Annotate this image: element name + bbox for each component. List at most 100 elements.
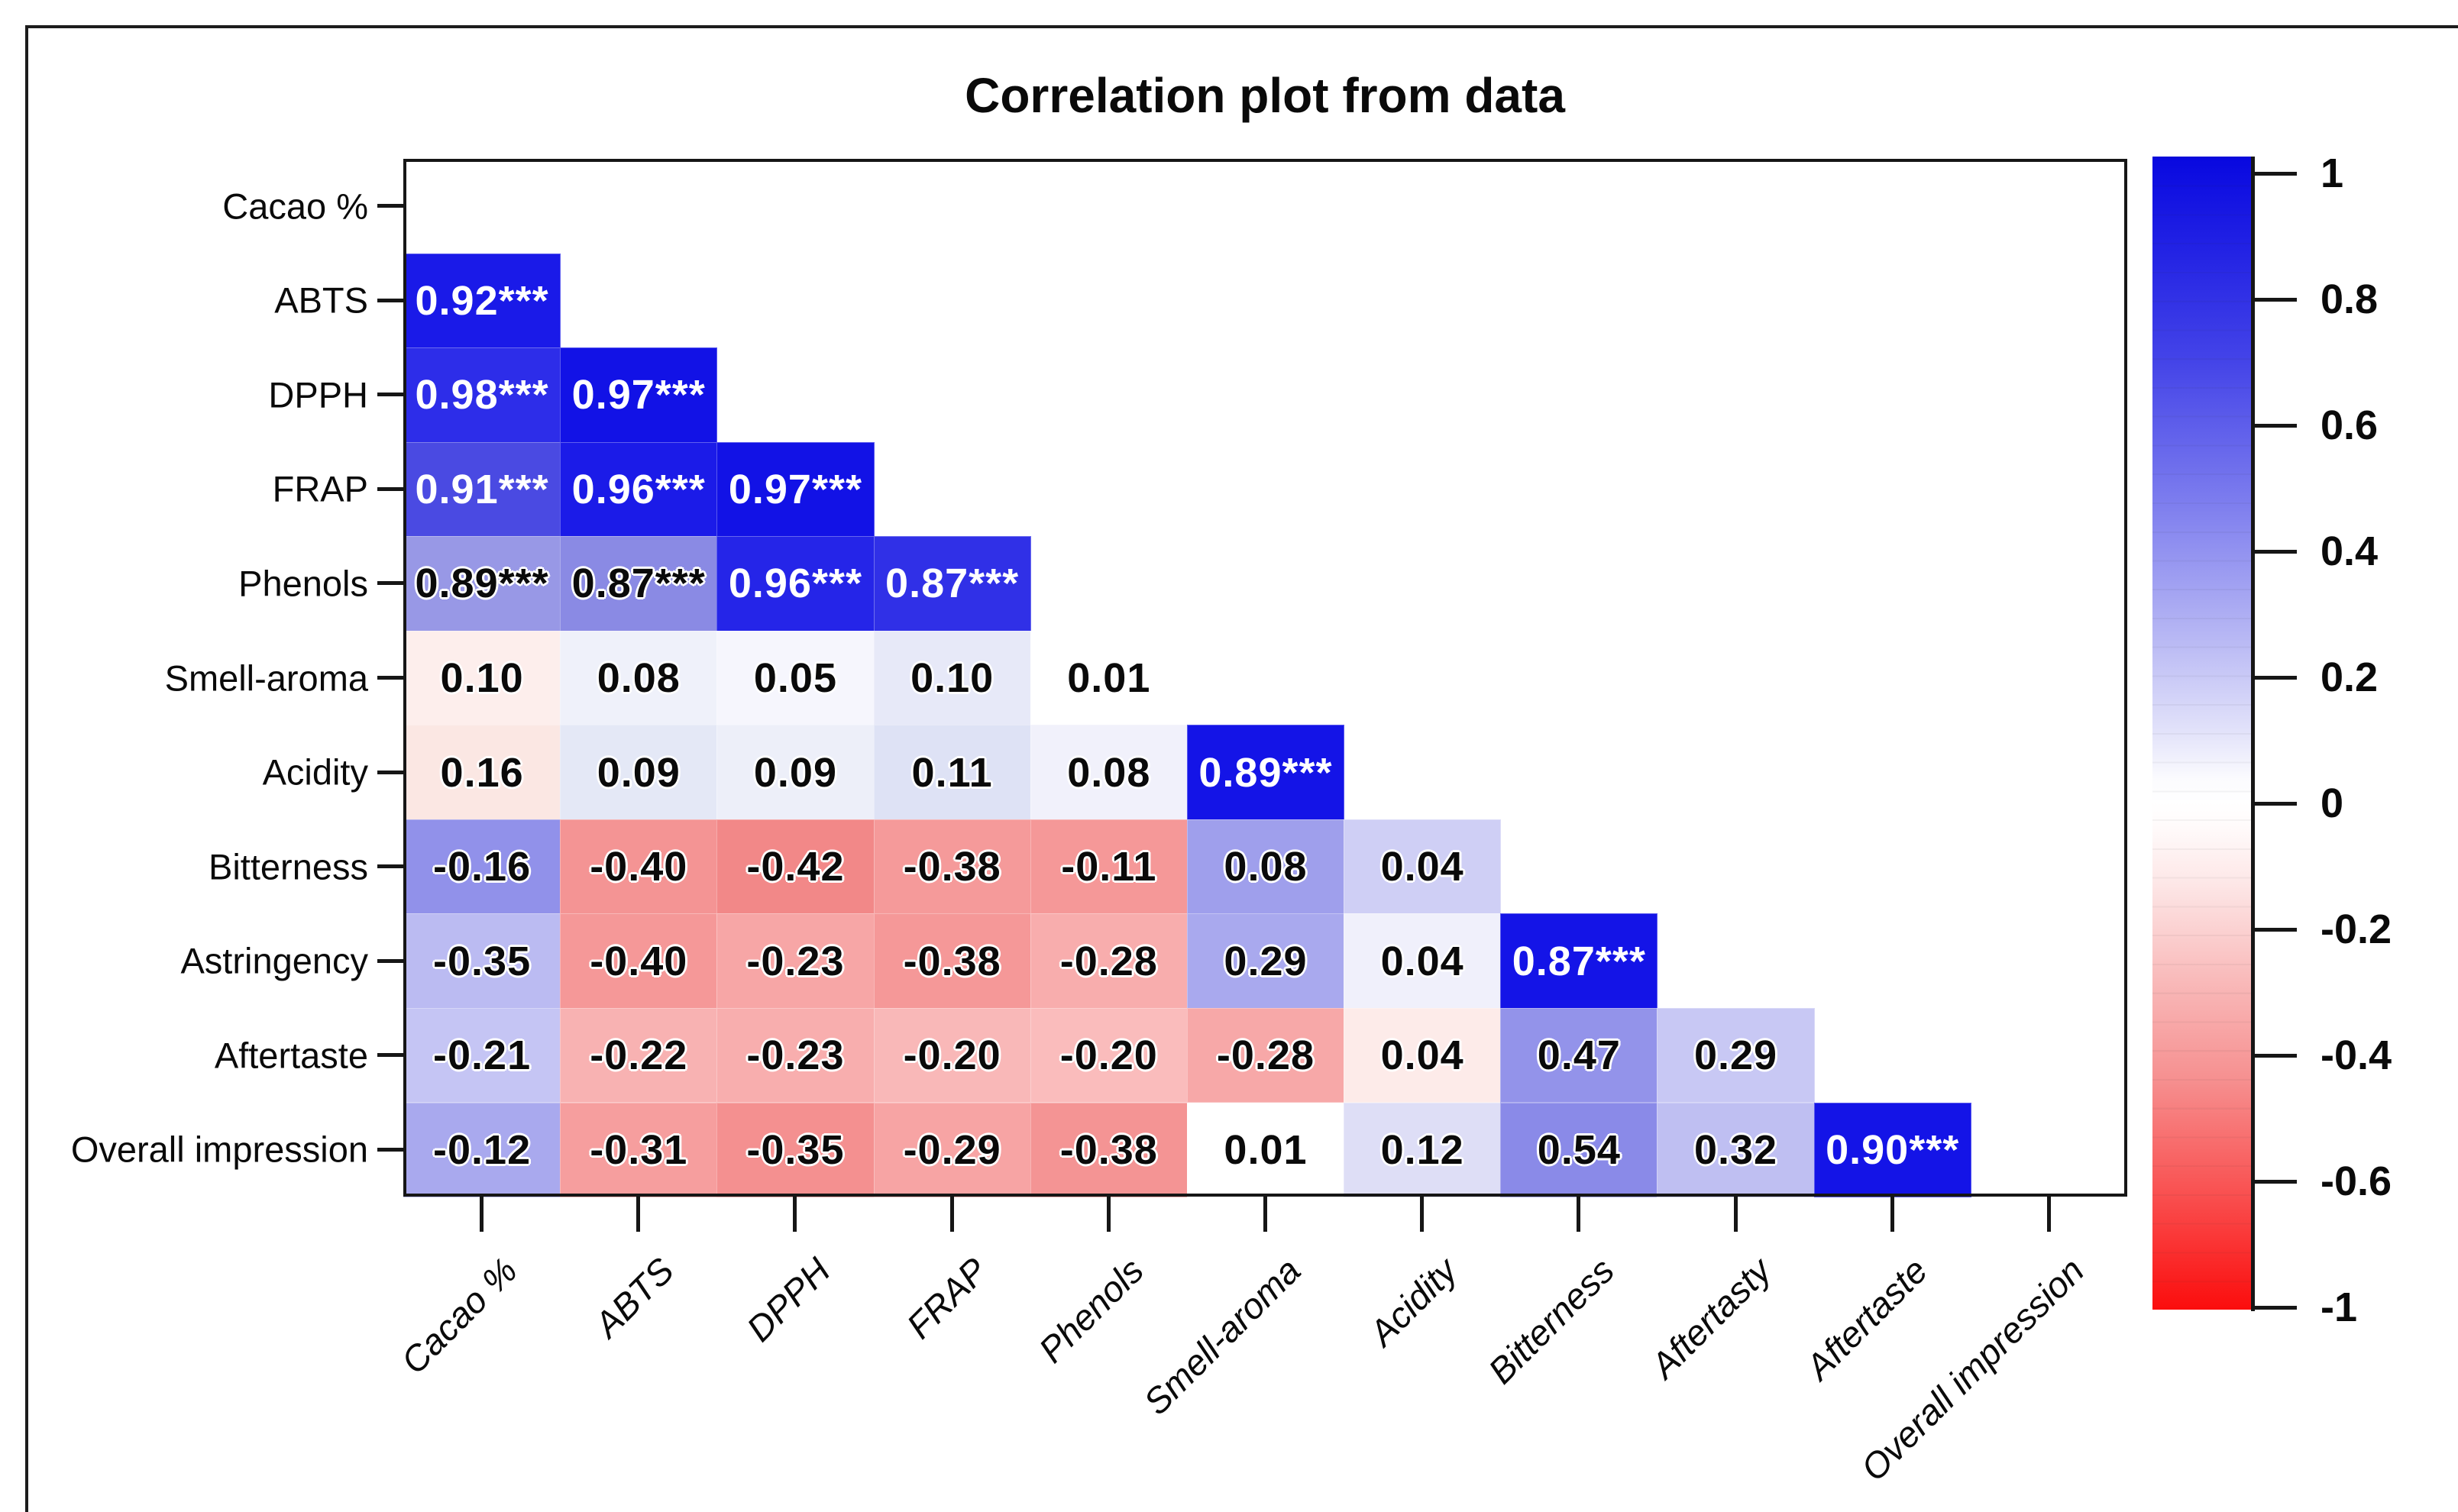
cell-value: 0.91*** [415,466,549,512]
matrix-cell: -0.11 [1030,819,1188,915]
plot-frame [403,159,2127,1197]
cell-value: 0.54 [1537,1126,1621,1173]
colorbar-gradient [2152,157,2251,1310]
cell-value: 0.08 [1224,844,1308,890]
y-axis-label: Smell-aroma [164,657,368,699]
y-axis-label: Astringency [180,940,368,981]
cell-value: -0.23 [746,938,845,984]
cell-value: -0.21 [433,1032,532,1079]
y-axis-label: Aftertaste [214,1035,368,1076]
cell-value: 0.97*** [571,372,706,418]
matrix-cell: 0.29 [1657,1007,1815,1103]
cell-value: 0.32 [1693,1126,1778,1173]
cell-value: 0.29 [1224,938,1308,984]
cell-value: -0.12 [433,1126,532,1173]
x-axis-tick [1106,1197,1111,1232]
cell-value: -0.42 [746,844,845,890]
cell-value: -0.11 [1061,844,1157,890]
matrix-cell: 0.09 [716,725,875,820]
colorbar-tick-label: -0.6 [2321,1158,2392,1204]
matrix-cell: -0.29 [873,1102,1031,1198]
x-axis-label: DPPH [739,1249,839,1349]
y-axis-tick [377,581,403,586]
y-axis-tick [377,958,403,963]
cell-value: -0.28 [1216,1032,1315,1079]
cell-value: 0.47 [1537,1032,1621,1079]
cell-value: 0.87*** [885,561,1020,607]
x-axis-tick [636,1197,641,1232]
cell-value: -0.16 [433,844,532,890]
matrix-cell: 0.91*** [403,441,561,538]
x-axis-label: Aftertaste [1797,1249,1936,1388]
colorbar-tick-label: -0.2 [2321,906,2392,952]
y-axis-label: ABTS [274,279,368,321]
matrix-cell: 0.96*** [560,441,718,538]
cell-value: 0.29 [1693,1032,1778,1079]
matrix-cell: 0.89*** [403,536,561,632]
cell-value: 0.89*** [415,561,549,607]
y-axis-label: Phenols [238,563,368,604]
cell-value: 0.92*** [415,277,549,324]
matrix-cell: -0.38 [1030,1102,1188,1198]
matrix-cell: 0.87*** [1500,913,1658,1009]
colorbar-tick-label: 0.6 [2321,402,2379,448]
cell-value: 0.08 [1067,749,1151,796]
matrix-cell: 0.11 [873,725,1031,820]
matrix-cell: 0.05 [716,630,875,726]
y-axis-tick [377,676,403,680]
colorbar-tick-label: 0.4 [2321,528,2379,574]
colorbar-tick [2251,171,2297,176]
y-axis-tick [377,1147,403,1152]
matrix-cell: 0.04 [1344,913,1502,1009]
matrix-cell: 0.01 [1186,1102,1345,1198]
cell-value: -0.38 [1059,1126,1158,1173]
colorbar-tick [2251,1179,2297,1184]
matrix-cell: 0.29 [1186,913,1345,1009]
matrix-cell: 0.54 [1500,1102,1658,1198]
cell-value: 0.05 [753,655,837,702]
cell-value: -0.38 [903,938,1001,984]
cell-value: 0.11 [911,749,993,796]
matrix-cell: 0.10 [403,630,561,726]
x-axis-tick [1577,1197,1581,1232]
colorbar-tick [2251,927,2297,932]
cell-value: 0.01 [1067,655,1151,702]
chart-title: Correlation plot from data [965,68,1565,123]
y-axis-tick [377,298,403,302]
matrix-cell: 0.87*** [873,536,1031,632]
x-axis-tick [1420,1197,1425,1232]
x-axis-label: FRAP [898,1249,995,1346]
cell-value: 0.12 [1380,1126,1464,1173]
matrix-cell: -0.23 [716,1007,875,1103]
x-axis-tick [949,1197,954,1232]
cell-value: 0.16 [440,749,524,796]
cell-value: -0.29 [903,1126,1001,1173]
matrix-cell: 0.12 [1344,1102,1502,1198]
matrix-cell: -0.16 [403,819,561,915]
matrix-cell: 0.47 [1500,1007,1658,1103]
colorbar-tick [2251,549,2297,554]
matrix-cell: -0.20 [1030,1007,1188,1103]
y-axis-label: Acidity [262,751,368,793]
x-axis-label: Smell-aroma [1135,1249,1308,1423]
matrix-cell: -0.35 [716,1102,875,1198]
x-axis-tick [1733,1197,1738,1232]
y-axis-label: Bitterness [209,846,368,887]
y-axis-tick [377,1053,403,1058]
y-axis-tick [377,204,403,208]
cell-value: 0.04 [1380,938,1464,984]
cell-value: 0.09 [753,749,837,796]
colorbar-tick-label: 0 [2321,780,2344,826]
matrix-cell: -0.28 [1030,913,1188,1009]
cell-value: 0.96*** [571,466,706,512]
cell-value: -0.31 [590,1126,688,1173]
colorbar-tick [2251,675,2297,680]
matrix-cell: 0.16 [403,725,561,820]
matrix-cell: -0.40 [560,819,718,915]
matrix-cell: 0.09 [560,725,718,820]
x-axis-tick [1890,1197,1894,1232]
colorbar-tick-label: 1 [2321,150,2344,196]
matrix-cell: 0.87*** [560,536,718,632]
matrix-cell: 0.97*** [560,347,718,443]
